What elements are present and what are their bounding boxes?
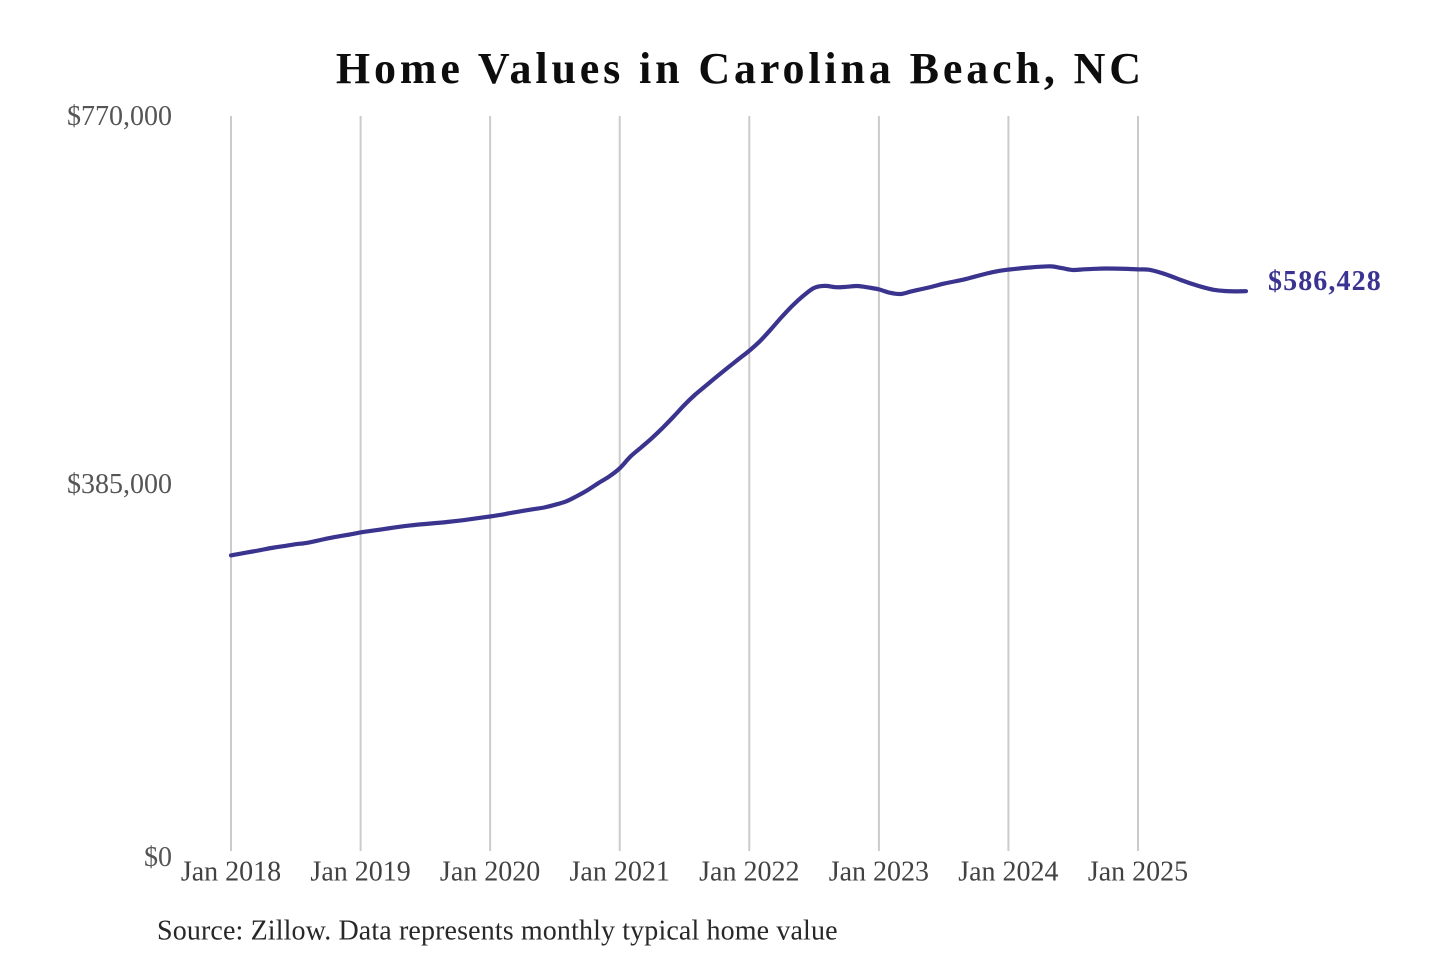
svg-text:Jan 2018: Jan 2018 <box>181 857 281 888</box>
svg-text:$0: $0 <box>144 842 172 873</box>
svg-text:Jan 2019: Jan 2019 <box>310 857 410 888</box>
svg-text:Jan 2023: Jan 2023 <box>829 857 929 888</box>
svg-text:Jan 2021: Jan 2021 <box>570 857 670 888</box>
svg-text:$586,428: $586,428 <box>1268 266 1382 297</box>
svg-text:Jan 2020: Jan 2020 <box>440 857 540 888</box>
svg-text:Source: Zillow. Data represent: Source: Zillow. Data represents monthly … <box>157 916 838 947</box>
svg-text:$770,000: $770,000 <box>67 101 172 132</box>
svg-text:Jan 2025: Jan 2025 <box>1088 857 1188 888</box>
svg-text:Home Values in Carolina Beach,: Home Values in Carolina Beach, NC <box>336 44 1145 93</box>
svg-text:Jan 2022: Jan 2022 <box>699 857 799 888</box>
svg-text:Jan 2024: Jan 2024 <box>958 857 1058 888</box>
svg-text:$385,000: $385,000 <box>67 469 172 500</box>
